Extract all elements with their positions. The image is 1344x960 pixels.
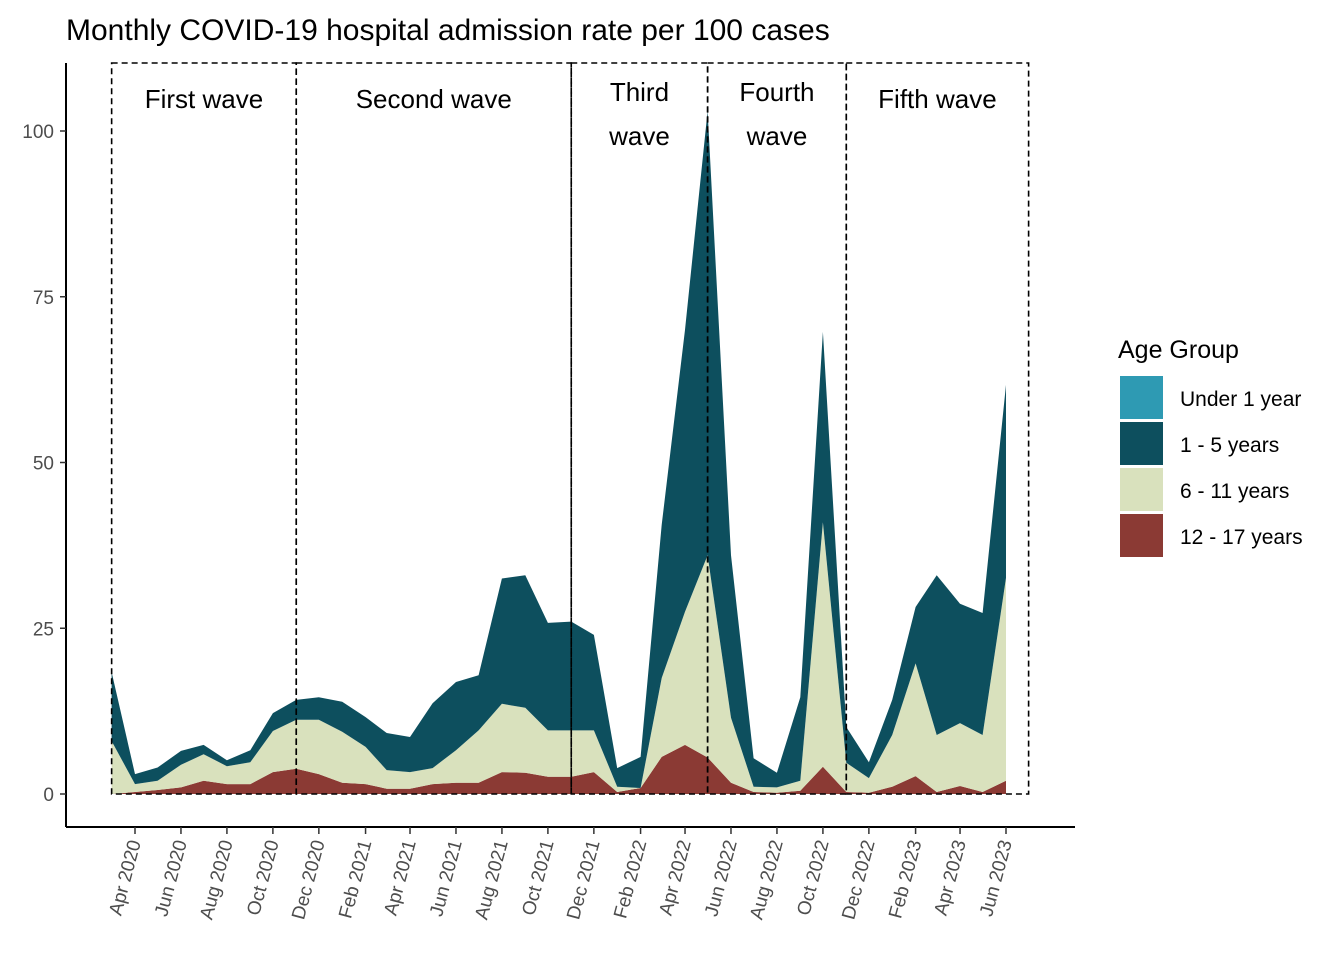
legend: Age Group Under 1 year 1 - 5 years 6 - 11 … xyxy=(1118,336,1303,557)
x-tick-label: Oct 2022 xyxy=(793,838,833,918)
wave-label-line: First wave xyxy=(145,84,263,114)
x-tick-label: Apr 2023 xyxy=(931,838,971,918)
legend-label: 6 - 11 years xyxy=(1180,480,1289,503)
wave-box: First wave xyxy=(110,62,298,795)
legend-swatch xyxy=(1120,422,1163,465)
x-tick-label: Jun 2020 xyxy=(151,838,192,919)
wave-box: Third wave xyxy=(570,62,709,795)
x-tick-label: Dec 2022 xyxy=(838,838,879,922)
legend-label: 1 - 5 years xyxy=(1180,434,1279,457)
x-tick-label: Jun 2021 xyxy=(426,838,467,919)
x-tick-label: Apr 2020 xyxy=(106,838,146,918)
area-1-5-years xyxy=(111,111,1007,789)
y-tick-label: 100 xyxy=(22,122,54,143)
legend-entry: Under 1 year xyxy=(1120,376,1301,419)
x-tick-label: Aug 2022 xyxy=(746,838,787,922)
x-tick-label: Oct 2021 xyxy=(518,838,558,918)
legend-swatch xyxy=(1120,468,1163,511)
legend-swatch xyxy=(1120,376,1163,419)
legend-swatch xyxy=(1120,514,1163,557)
wave-label: Second wave xyxy=(356,84,512,114)
x-tick-label: Apr 2022 xyxy=(656,838,696,918)
x-tick-label: Feb 2022 xyxy=(610,838,651,921)
x-tick-label: Aug 2020 xyxy=(196,838,237,922)
wave-label-line: Fifth wave xyxy=(878,84,997,114)
x-tick-label: Jun 2022 xyxy=(701,838,742,919)
y-ticks: 0 25 50 75 100 xyxy=(22,122,66,806)
wave-label-line: Third xyxy=(610,77,669,107)
y-tick-label: 50 xyxy=(33,454,54,475)
x-tick-label: Oct 2020 xyxy=(243,838,283,918)
legend-title: Age Group xyxy=(1118,336,1239,364)
area-12-17-years xyxy=(111,744,1007,794)
y-tick-label: 25 xyxy=(33,619,54,640)
legend-label: Under 1 year xyxy=(1180,388,1301,411)
x-tick-label: Dec 2021 xyxy=(563,838,604,922)
wave-label-line: wave xyxy=(608,121,670,151)
legend-entry: 1 - 5 years xyxy=(1120,422,1279,465)
x-ticks: Apr 2020 Jun 2020 Aug 2020 Oct 2020 Dec 2020… xyxy=(106,827,1017,922)
wave-label-line: Fourth xyxy=(739,77,814,107)
stacked-areas xyxy=(111,111,1007,794)
wave-label: Third wave xyxy=(608,77,670,151)
chart-title: Monthly COVID-19 hospital admission rate… xyxy=(66,14,830,47)
wave-box: Second wave xyxy=(295,62,573,795)
x-tick-label: Feb 2021 xyxy=(335,838,376,921)
y-tick-label: 0 xyxy=(43,785,54,806)
x-tick-label: Dec 2020 xyxy=(288,838,329,922)
wave-boxes: First wave Second wave Third wave Fourth wave… xyxy=(110,62,1030,795)
x-tick-label: Aug 2021 xyxy=(471,838,512,922)
wave-label: Fifth wave xyxy=(878,84,997,114)
area-6-11-years xyxy=(111,522,1007,794)
wave-label: First wave xyxy=(145,84,263,114)
x-tick-label: Apr 2021 xyxy=(381,838,421,918)
x-tick-label: Jun 2023 xyxy=(976,838,1017,919)
wave-label: Fourth wave xyxy=(739,77,814,151)
legend-label: 12 - 17 years xyxy=(1180,526,1303,549)
legend-entry: 12 - 17 years xyxy=(1120,514,1303,557)
legend-entry: 6 - 11 years xyxy=(1120,468,1289,511)
wave-label-line: Second wave xyxy=(356,84,512,114)
wave-box: Fifth wave xyxy=(845,62,1030,795)
y-tick-label: 75 xyxy=(33,288,54,309)
x-tick-label: Feb 2023 xyxy=(885,838,926,921)
wave-label-line: wave xyxy=(746,121,808,151)
